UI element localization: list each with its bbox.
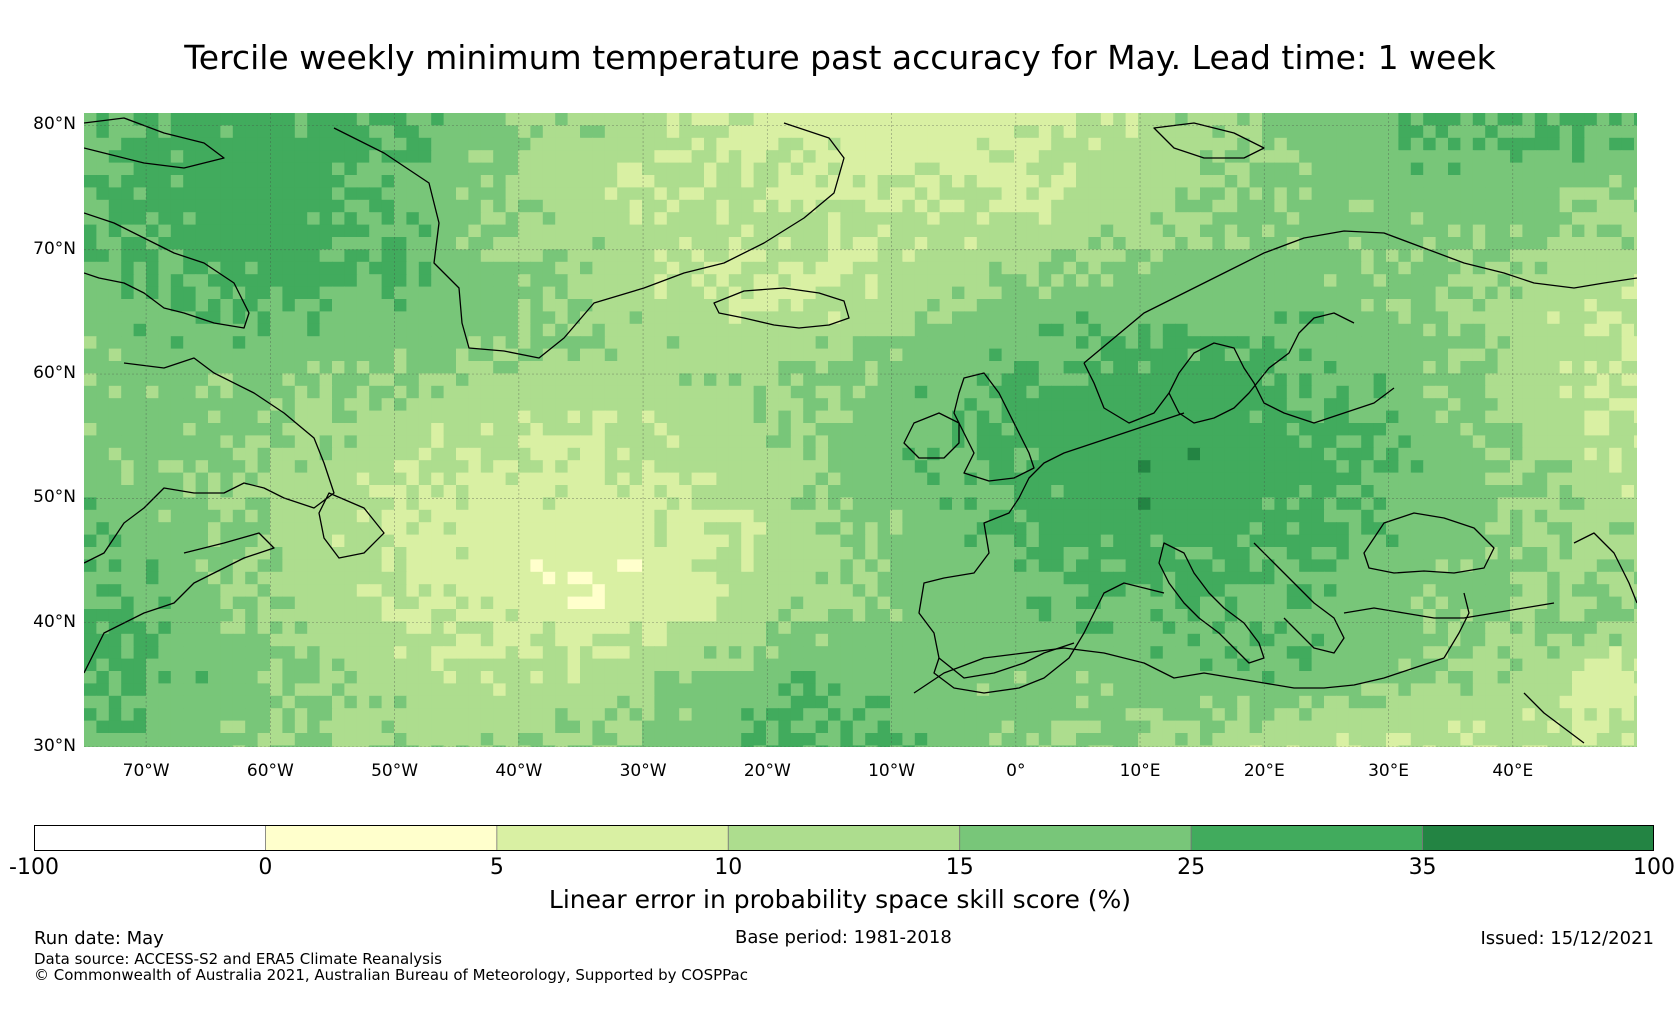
- map-panel: [84, 113, 1637, 747]
- italy-coast: [1158, 542, 1265, 664]
- run-date: Run date: May: [34, 928, 164, 949]
- colorbar-label: Linear error in probability space skill …: [548, 885, 1132, 914]
- latitude-label: 30°N: [33, 736, 76, 756]
- map-title: Tercile weekly minimum temperature past …: [184, 38, 1496, 77]
- longitude-label: 0°: [1006, 761, 1026, 781]
- turkey-coast: [1343, 602, 1555, 619]
- longitude-label: 20°E: [1243, 761, 1285, 781]
- issued-date: Issued: 15/12/2021: [1480, 928, 1654, 949]
- colorbar-outline: [34, 825, 1654, 851]
- colorbar-tick-label: 25: [1177, 855, 1206, 880]
- colorbar-swatch: [265, 825, 498, 851]
- norway-west: [1083, 342, 1395, 424]
- data-source: Data source: ACCESS-S2 and ERA5 Climate …: [34, 950, 442, 968]
- red-sea-coast: [1523, 692, 1585, 744]
- canada-islands: [84, 117, 225, 169]
- north-africa-coast: [913, 647, 1445, 694]
- colorbar-swatch: [1422, 825, 1654, 851]
- iceland-coast: [713, 287, 850, 329]
- levant-coast: [1443, 592, 1470, 659]
- colorbar-tick-label: 100: [1633, 855, 1675, 880]
- longitude-label: 60°W: [246, 761, 294, 781]
- scandinavia-coast: [1083, 230, 1637, 364]
- balkans-coast: [1253, 542, 1345, 654]
- graticule: [84, 113, 1637, 747]
- greenland-coast: [333, 122, 845, 359]
- longitude-label: 70°W: [122, 761, 170, 781]
- colorbar-tick-label: -100: [9, 855, 59, 880]
- latitude-label: 70°N: [33, 238, 76, 259]
- longitude-label: 30°W: [619, 761, 667, 781]
- colorbar-swatches: [34, 825, 1654, 851]
- baffin-coast: [84, 212, 250, 329]
- newfoundland-coast: [318, 492, 385, 559]
- longitude-label: 50°W: [371, 761, 419, 781]
- black-sea-coast: [1363, 512, 1495, 574]
- colorbar-swatch: [496, 825, 729, 851]
- latitude-label: 80°N: [33, 114, 76, 135]
- britain-coast: [953, 372, 1035, 482]
- colorbar: [34, 825, 1654, 851]
- iberia-south: [933, 582, 1165, 694]
- labrador-coast: [84, 357, 335, 564]
- longitude-label: 40°W: [495, 761, 543, 781]
- colorbar-tick-label: 15: [945, 855, 974, 880]
- longitude-label: 40°E: [1492, 761, 1534, 781]
- longitude-label: 10°W: [868, 761, 916, 781]
- colorbar-tick-label: 5: [489, 855, 504, 880]
- copyright: © Commonwealth of Australia 2021, Austra…: [34, 966, 748, 984]
- landmasses: [84, 117, 1637, 744]
- latitude-label: 60°N: [33, 363, 76, 384]
- longitude-label: 30°E: [1368, 761, 1409, 781]
- skill-score-map: [84, 113, 1637, 747]
- skill-cells: [84, 113, 1637, 747]
- latitude-label: 40°N: [33, 611, 76, 632]
- caspian-coast: [1573, 532, 1637, 604]
- colorbar-swatch: [959, 825, 1192, 851]
- colorbar-tick-label: 35: [1408, 855, 1437, 880]
- longitude-label: 20°W: [743, 761, 791, 781]
- latitude-label: 50°N: [33, 487, 76, 508]
- colorbar-tick-label: 0: [258, 855, 273, 880]
- europe-west-coast: [918, 412, 1185, 679]
- base-period: Base period: 1981-2018: [735, 927, 952, 948]
- baltic-coast: [1168, 312, 1355, 424]
- nova-scotia-coast: [84, 532, 275, 674]
- ireland-coast: [903, 412, 960, 459]
- colorbar-swatch: [727, 825, 961, 851]
- colorbar-swatch: [34, 825, 266, 851]
- svalbard-coast: [1153, 122, 1265, 159]
- colorbar-swatch: [1190, 825, 1423, 851]
- longitude-label: 10°E: [1119, 761, 1161, 781]
- colorbar-tick-label: 10: [714, 855, 743, 880]
